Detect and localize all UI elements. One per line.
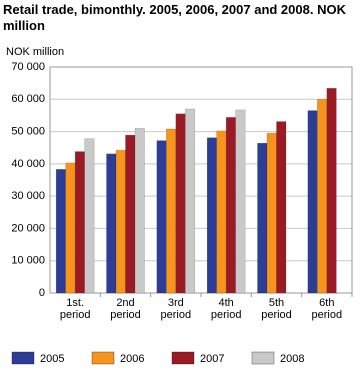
legend-label: 2006 xyxy=(120,353,144,365)
bar xyxy=(257,142,268,294)
bar xyxy=(206,137,217,294)
bar xyxy=(115,150,126,294)
x-tick-label: 6th period xyxy=(311,297,343,321)
legend-swatch xyxy=(11,351,35,365)
bar xyxy=(156,140,167,294)
y-tick-label: 60 000 xyxy=(11,93,45,105)
bar xyxy=(185,108,196,294)
bar xyxy=(166,128,177,294)
y-tick-label: 70 000 xyxy=(11,61,45,73)
bar xyxy=(225,117,236,294)
bar xyxy=(326,88,337,294)
y-tick-label: 10 000 xyxy=(11,255,45,267)
bar xyxy=(317,99,328,294)
bar xyxy=(175,113,186,294)
bar xyxy=(266,132,277,294)
legend-label: 2008 xyxy=(280,353,304,365)
x-tick-label: 3rd period xyxy=(160,297,192,321)
y-axis-label: NOK million xyxy=(6,46,64,58)
bar xyxy=(276,121,287,294)
bar xyxy=(106,153,117,294)
legend-label: 2005 xyxy=(40,353,64,365)
legend-swatch xyxy=(91,351,115,365)
chart-title: Retail trade, bimonthly. 2005, 2006, 200… xyxy=(3,2,346,33)
legend-label: 2007 xyxy=(200,353,224,365)
y-tick-label: 20 000 xyxy=(11,222,45,234)
x-tick-label: 2nd period xyxy=(110,297,141,321)
y-tick-label: 50 000 xyxy=(11,125,45,137)
bar xyxy=(65,162,76,294)
bar xyxy=(125,134,136,294)
bar xyxy=(74,151,85,294)
bar xyxy=(235,109,246,294)
x-tick-label: 1st. period xyxy=(59,297,91,321)
legend-swatch xyxy=(171,351,195,365)
legend-swatch xyxy=(251,351,275,365)
plot-frame xyxy=(49,66,353,294)
x-tick-label: 5th period xyxy=(261,297,292,321)
y-tick-label: 0 xyxy=(39,287,45,299)
bar xyxy=(84,138,95,294)
y-tick-label: 30 000 xyxy=(11,190,45,202)
x-tick-label: 4th period xyxy=(210,297,242,321)
bar xyxy=(134,128,145,294)
bar xyxy=(307,110,318,294)
bar xyxy=(55,169,66,294)
bar xyxy=(216,130,227,294)
y-tick-label: 40 000 xyxy=(11,158,45,170)
